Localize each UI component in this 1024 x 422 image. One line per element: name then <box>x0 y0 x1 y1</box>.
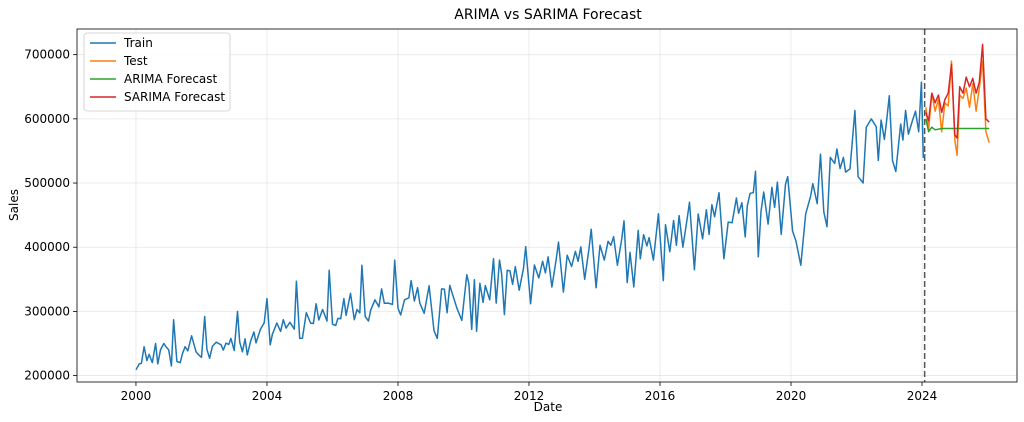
legend-label: Train <box>123 36 153 50</box>
legend-label: ARIMA Forecast <box>124 72 218 86</box>
plot-frame <box>76 28 1018 383</box>
series-line-test <box>925 60 990 157</box>
legend-label: SARIMA Forecast <box>124 90 225 104</box>
data-series <box>135 43 990 371</box>
legend-label: Test <box>123 54 148 68</box>
x-tick-label: 2012 <box>514 389 545 403</box>
x-tick-label: 2016 <box>645 389 676 403</box>
chart-title: ARIMA vs SARIMA Forecast <box>454 7 642 23</box>
x-tick-label: 2024 <box>907 389 938 403</box>
y-axis-label: Sales <box>7 189 21 221</box>
y-tick-label: 600000 <box>24 112 70 126</box>
y-tick-label: 500000 <box>24 176 70 190</box>
grid-lines <box>77 29 1017 382</box>
x-axis-label: Date <box>534 400 563 414</box>
y-axis-ticks: 200000 300000 400000 500000 600000 700000 <box>24 48 77 383</box>
y-tick-label: 400000 <box>24 240 70 254</box>
y-tick-label: 300000 <box>24 304 70 318</box>
legend: Train Test ARIMA Forecast SARIMA Forecast <box>83 32 231 112</box>
y-tick-label: 200000 <box>24 369 70 383</box>
series-line-sarima-forecast <box>925 43 990 139</box>
x-tick-label: 2020 <box>776 389 807 403</box>
x-tick-label: 2004 <box>252 389 283 403</box>
series-line-arima-forecast <box>925 118 990 133</box>
y-tick-label: 700000 <box>24 48 70 62</box>
x-tick-label: 2008 <box>383 389 414 403</box>
x-axis-ticks: 2000 2004 2008 2012 2016 2020 2024 <box>121 382 938 403</box>
x-tick-label: 2000 <box>121 389 152 403</box>
legend-box <box>83 32 231 112</box>
series-line-train <box>135 81 926 371</box>
